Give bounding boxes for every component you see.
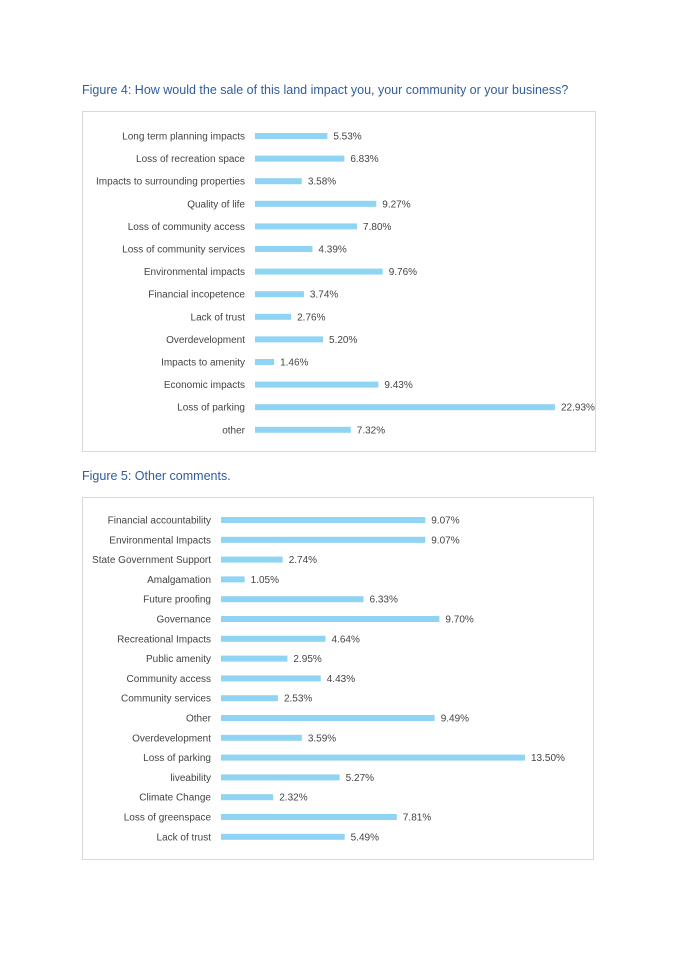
bar bbox=[255, 223, 358, 230]
value-label: 4.64% bbox=[331, 634, 359, 645]
figure-4-chart: Long term planning impacts 5.53% Loss of r… bbox=[82, 111, 596, 452]
value-label: 6.33% bbox=[370, 595, 398, 606]
value-label: 9.76% bbox=[389, 267, 417, 278]
category-label: other bbox=[222, 425, 245, 436]
value-label: 9.07% bbox=[431, 516, 459, 527]
value-label: 2.74% bbox=[289, 555, 317, 566]
category-label: Public amenity bbox=[146, 654, 211, 665]
value-label: 2.95% bbox=[293, 654, 321, 665]
category-label: Community access bbox=[127, 674, 211, 685]
bar bbox=[221, 833, 345, 840]
category-label: Lack of trust bbox=[157, 832, 212, 843]
bar bbox=[255, 246, 313, 252]
bar bbox=[221, 655, 288, 662]
bar bbox=[221, 536, 426, 543]
category-label: Overdevelopment bbox=[166, 335, 245, 346]
category-label: Impacts to surrounding properties bbox=[96, 177, 245, 188]
bar bbox=[255, 178, 302, 185]
value-label: 9.27% bbox=[382, 199, 410, 210]
value-label: 7.81% bbox=[403, 813, 431, 824]
bar bbox=[255, 268, 383, 275]
value-label: 9.49% bbox=[441, 714, 469, 725]
category-label: Climate Change bbox=[139, 793, 211, 804]
category-label: Loss of parking bbox=[143, 753, 211, 764]
bar bbox=[255, 381, 379, 388]
bar bbox=[221, 616, 440, 622]
value-label: 5.53% bbox=[333, 132, 361, 143]
bar bbox=[255, 155, 345, 162]
category-label: Environmental Impacts bbox=[109, 535, 211, 546]
value-label: 6.83% bbox=[350, 154, 378, 165]
bar bbox=[255, 426, 351, 433]
bar bbox=[255, 313, 292, 320]
category-label: Financial accountability bbox=[108, 516, 211, 527]
value-label: 3.74% bbox=[310, 290, 338, 301]
bar bbox=[221, 754, 525, 761]
category-label: State Government Support bbox=[92, 555, 211, 566]
value-label: 2.53% bbox=[284, 694, 312, 705]
bar bbox=[221, 794, 274, 801]
category-label: Governance bbox=[157, 615, 212, 626]
value-label: 5.27% bbox=[346, 773, 374, 784]
value-label: 2.76% bbox=[297, 312, 325, 323]
bar bbox=[221, 695, 278, 702]
figure-5-caption: Figure 5: Other comments. bbox=[82, 469, 231, 483]
value-label: 4.39% bbox=[318, 245, 346, 256]
value-label: 9.70% bbox=[445, 615, 473, 626]
value-label: 1.05% bbox=[251, 575, 279, 586]
bar bbox=[221, 814, 397, 820]
category-label: Loss of greenspace bbox=[124, 813, 212, 824]
bar bbox=[255, 336, 324, 343]
bar bbox=[255, 404, 555, 411]
category-label: Loss of community services bbox=[122, 245, 245, 256]
figure-5-chart: Financial accountability 9.07% Environment… bbox=[82, 497, 594, 860]
category-label: Loss of recreation space bbox=[136, 154, 245, 165]
category-label: Overdevelopment bbox=[132, 733, 211, 744]
bar bbox=[221, 517, 426, 523]
value-label: 1.46% bbox=[280, 358, 308, 369]
bar bbox=[221, 576, 245, 583]
bar bbox=[221, 774, 340, 781]
category-label: Other bbox=[186, 714, 212, 725]
value-label: 3.59% bbox=[308, 733, 336, 744]
category-label: Financial incopetence bbox=[148, 290, 245, 301]
value-label: 7.80% bbox=[363, 222, 391, 233]
value-label: 4.43% bbox=[327, 674, 355, 685]
bar bbox=[255, 291, 304, 298]
value-label: 22.93% bbox=[561, 403, 595, 414]
value-label: 2.32% bbox=[279, 793, 307, 804]
value-label: 3.58% bbox=[308, 177, 336, 188]
bar bbox=[221, 734, 302, 741]
bar bbox=[221, 675, 321, 682]
bar bbox=[221, 635, 326, 642]
value-label: 9.07% bbox=[431, 535, 459, 546]
value-label: 7.32% bbox=[357, 425, 385, 436]
category-label: Recreational Impacts bbox=[117, 634, 211, 645]
category-label: Environmental impacts bbox=[144, 267, 245, 278]
category-label: Loss of parking bbox=[177, 403, 245, 414]
category-label: liveability bbox=[170, 773, 211, 784]
category-label: Lack of trust bbox=[191, 312, 246, 323]
category-label: Impacts to amenity bbox=[161, 358, 245, 369]
category-label: Loss of community access bbox=[128, 222, 245, 233]
category-label: Future proofing bbox=[143, 595, 211, 606]
category-label: Community services bbox=[121, 694, 211, 705]
figure-5-chart-svg: Financial accountability 9.07% Environment… bbox=[92, 516, 565, 844]
value-label: 13.50% bbox=[531, 753, 565, 764]
bar bbox=[221, 596, 364, 603]
value-label: 5.49% bbox=[351, 832, 379, 843]
bar bbox=[255, 359, 275, 365]
figure-4-caption: Figure 4: How would the sale of this lan… bbox=[82, 83, 569, 97]
category-label: Quality of life bbox=[187, 199, 245, 210]
value-label: 5.20% bbox=[329, 335, 357, 346]
bar bbox=[221, 556, 283, 563]
category-label: Long term planning impacts bbox=[122, 132, 245, 143]
bar bbox=[255, 133, 328, 139]
bar bbox=[255, 200, 377, 207]
category-label: Amalgamation bbox=[147, 575, 211, 586]
figure-4-chart-svg: Long term planning impacts 5.53% Loss of r… bbox=[96, 132, 595, 437]
value-label: 9.43% bbox=[384, 380, 412, 391]
category-label: Economic impacts bbox=[164, 380, 245, 391]
bar bbox=[221, 715, 435, 721]
